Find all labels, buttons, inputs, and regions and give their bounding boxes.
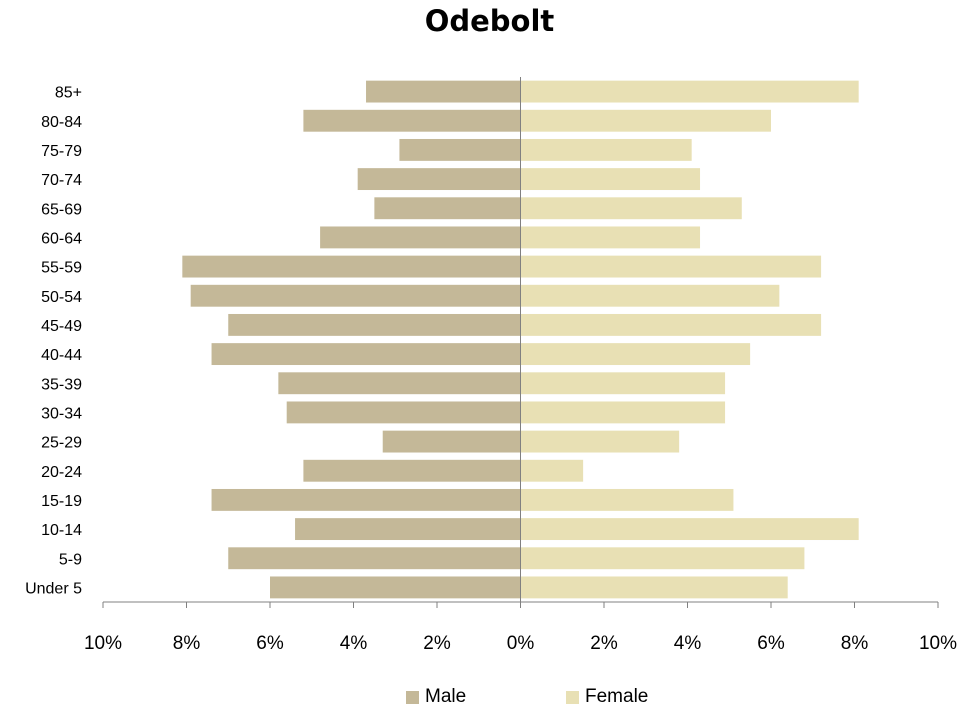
bar-female-11 (520, 401, 726, 424)
x-tick-label: 10% (84, 633, 122, 654)
bar-female-6 (520, 255, 822, 278)
bar-male-17 (270, 576, 521, 599)
bar-male-2 (399, 138, 521, 161)
category-labels: 85+ 80-84 75-79 70-74 65-69 60-64 55-59 50-54 45… (25, 85, 82, 598)
bar-male-5 (320, 226, 521, 249)
bar-male-13 (303, 459, 521, 482)
x-tick-label: 8% (841, 633, 869, 654)
x-tick-label: 4% (340, 633, 368, 654)
category-label: 55-59 (41, 260, 82, 277)
bar-male-9 (211, 343, 521, 366)
bar-female-4 (520, 197, 742, 220)
chart-title: Odebolt (424, 4, 555, 38)
category-label: 60-64 (41, 230, 82, 247)
x-axis-ticks (102, 602, 939, 608)
bar-female-15 (520, 518, 859, 541)
legend-label-male: Male (425, 686, 467, 707)
category-label: 5-9 (59, 551, 82, 568)
legend-swatch-female (566, 690, 579, 704)
bar-male-14 (211, 488, 521, 511)
category-label: 80-84 (41, 114, 82, 131)
x-tick-label: 0% (507, 633, 535, 654)
x-tick-label: 6% (256, 633, 284, 654)
legend-item-female: Female (566, 686, 648, 708)
bar-female-10 (520, 372, 726, 395)
bar-female-2 (520, 138, 692, 161)
category-label: Under 5 (25, 580, 82, 597)
bar-female-3 (520, 168, 701, 191)
category-label: 40-44 (41, 347, 82, 364)
category-label: 30-34 (41, 405, 82, 422)
bar-female-17 (520, 576, 788, 599)
bar-male-0 (366, 80, 521, 103)
x-tick-label: 2% (423, 633, 451, 654)
bars-group (182, 80, 859, 599)
legend-label-female: Female (585, 686, 649, 707)
category-label: 65-69 (41, 201, 82, 218)
bar-male-16 (228, 547, 521, 570)
bar-female-0 (520, 80, 859, 103)
bar-male-6 (182, 255, 521, 278)
category-label: 85+ (55, 85, 82, 102)
legend-swatch-male (406, 690, 419, 704)
bar-male-7 (190, 284, 521, 307)
category-label: 50-54 (41, 289, 82, 306)
bar-female-1 (520, 109, 771, 132)
bar-female-14 (520, 488, 734, 511)
legend-item-male: Male (406, 686, 466, 708)
x-tick-label: 6% (757, 633, 785, 654)
category-label: 20-24 (41, 464, 82, 481)
bar-male-11 (286, 401, 521, 424)
category-label: 75-79 (41, 143, 82, 160)
x-tick-label: 4% (674, 633, 702, 654)
bar-female-16 (520, 547, 805, 570)
bar-female-9 (520, 343, 751, 366)
bar-female-12 (520, 430, 680, 453)
x-tick-label: 2% (590, 633, 618, 654)
x-tick-label: 10% (919, 633, 957, 654)
category-label: 35-39 (41, 376, 82, 393)
category-label: 15-19 (41, 493, 82, 510)
bar-male-12 (382, 430, 521, 453)
x-tick-label: 8% (173, 633, 201, 654)
bar-female-13 (520, 459, 584, 482)
bar-male-10 (278, 372, 521, 395)
x-axis-tick-labels: 10% 8% 6% 4% 2% 0% 2% 4% 6% 8% 10% (84, 633, 957, 654)
bar-female-7 (520, 284, 780, 307)
bar-male-8 (228, 313, 521, 336)
category-label: 70-74 (41, 172, 82, 189)
category-label: 10-14 (41, 522, 82, 539)
legend: Male Female (0, 686, 979, 710)
category-label: 25-29 (41, 435, 82, 452)
bar-male-1 (303, 109, 521, 132)
bar-male-15 (295, 518, 521, 541)
category-label: 45-49 (41, 318, 82, 335)
bar-male-3 (357, 168, 521, 191)
bar-female-5 (520, 226, 701, 249)
bar-female-8 (520, 313, 822, 336)
bar-male-4 (374, 197, 521, 220)
